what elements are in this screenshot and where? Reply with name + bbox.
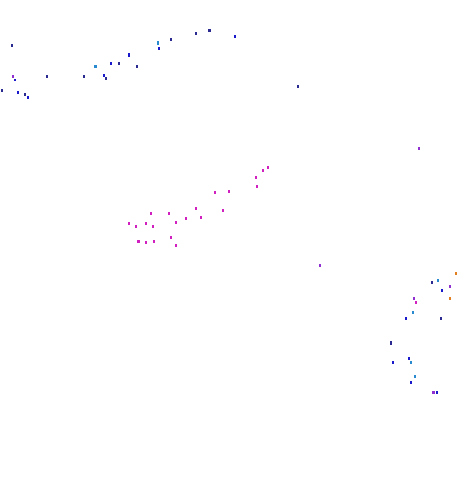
dot (200, 216, 202, 219)
dot (27, 96, 29, 99)
right-dot-cluster (390, 272, 457, 394)
dot (195, 207, 197, 210)
dot (157, 41, 159, 45)
top-dot-cluster (1, 29, 299, 99)
dot (449, 297, 451, 300)
dot (170, 236, 172, 239)
dot (128, 53, 130, 57)
dot (449, 285, 451, 288)
dot (1, 89, 3, 92)
dot (405, 317, 407, 320)
dot (145, 241, 147, 244)
dot (152, 225, 154, 228)
dot (262, 169, 264, 172)
dot (170, 38, 172, 41)
dot (83, 75, 85, 78)
dot (267, 166, 269, 169)
dot (175, 221, 177, 224)
dot (390, 341, 392, 345)
dot (455, 272, 457, 275)
dot (137, 240, 140, 243)
dot (118, 62, 120, 65)
dot (158, 47, 160, 50)
dot (222, 209, 224, 212)
dot (135, 225, 137, 228)
dot (234, 35, 236, 38)
dot (145, 222, 147, 225)
dot (441, 289, 443, 292)
dot (12, 75, 14, 78)
dot (228, 190, 230, 193)
dot (412, 311, 414, 314)
dot (319, 264, 321, 267)
dot (110, 62, 112, 65)
dot (46, 75, 48, 78)
dot (136, 65, 138, 68)
dot (208, 29, 211, 32)
dot (392, 361, 394, 364)
dot (413, 297, 415, 300)
dot (103, 74, 105, 77)
dot (410, 381, 412, 384)
dot (105, 77, 107, 80)
dot (410, 361, 412, 364)
dot (415, 301, 417, 304)
dot (195, 32, 197, 35)
dot (17, 91, 19, 94)
dot (153, 240, 155, 243)
dot (128, 222, 130, 225)
dot (214, 191, 216, 194)
dot (431, 281, 433, 284)
dot (168, 212, 170, 215)
dot (175, 244, 177, 247)
dot (432, 391, 435, 394)
dot (297, 85, 299, 88)
middle-dot-cluster (128, 147, 420, 267)
dot (255, 176, 257, 179)
dot (408, 357, 410, 360)
dot (436, 391, 438, 394)
dot (11, 44, 13, 47)
dot (150, 212, 152, 215)
dot (414, 375, 416, 378)
dot (24, 93, 26, 96)
dot (185, 217, 187, 220)
dot (256, 185, 258, 188)
dot (437, 279, 439, 282)
dot (94, 65, 97, 68)
dot (440, 317, 442, 320)
dot (14, 79, 16, 81)
dot (418, 147, 420, 150)
